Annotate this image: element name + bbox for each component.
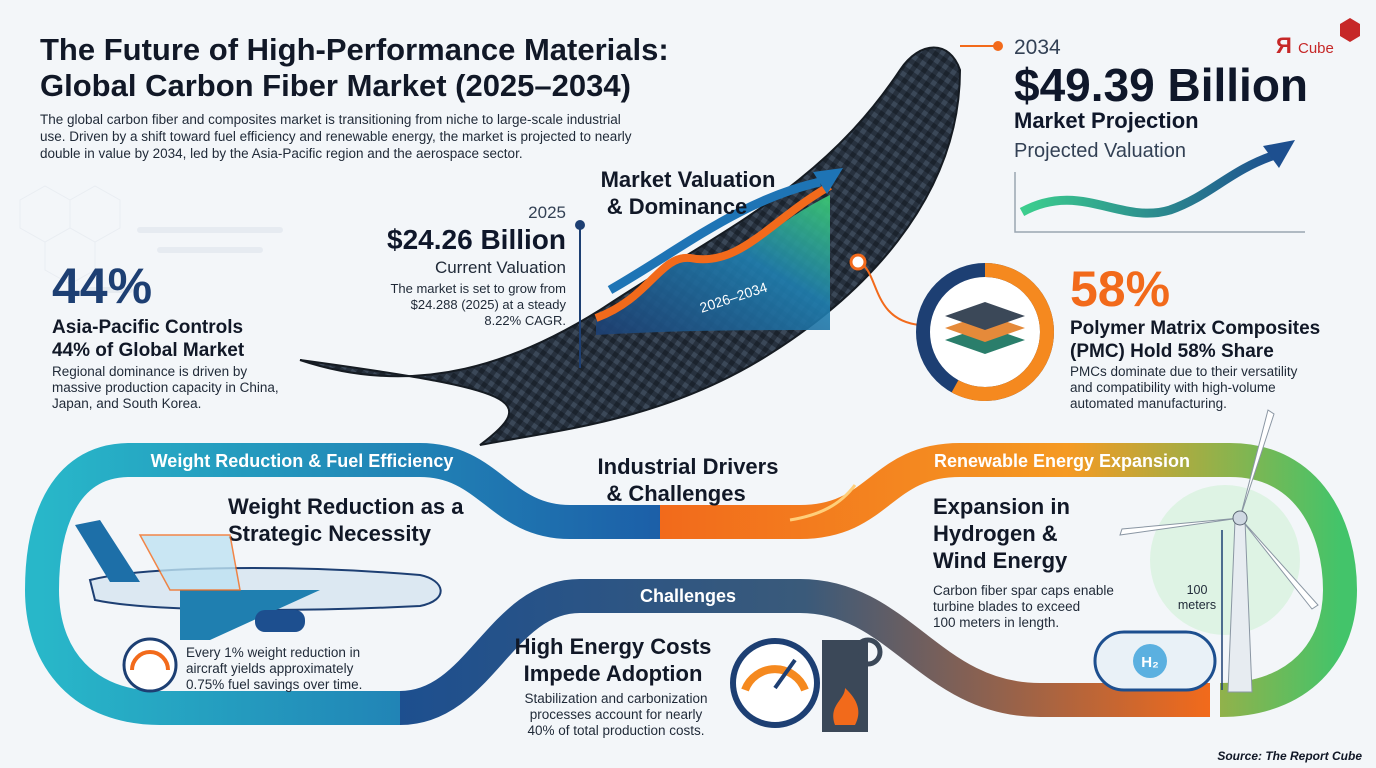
note: 8.22% CAGR. xyxy=(484,313,566,328)
mini-axis xyxy=(1014,172,1305,233)
growth-line xyxy=(594,182,832,322)
amount: $24.26 Billion xyxy=(387,224,566,255)
driver-text: 0.75% fuel savings over time. xyxy=(186,677,362,692)
band xyxy=(24,443,660,725)
driver-heading: Hydrogen & xyxy=(933,521,1058,546)
growth-arrow-head xyxy=(813,168,843,194)
band xyxy=(660,443,1358,717)
driver-text: 100 meters in length. xyxy=(933,615,1059,630)
stat: 44% xyxy=(52,258,152,314)
stat-heading: Polymer Matrix Composites xyxy=(1070,318,1320,339)
decoration xyxy=(1239,517,1319,610)
mini-trend-head xyxy=(1263,140,1295,168)
driver-heading: Weight Reduction as a xyxy=(228,494,464,519)
stat-heading: (PMC) Hold 58% Share xyxy=(1070,341,1274,362)
stat-text: PMCs dominate due to their versatility xyxy=(1070,364,1298,379)
section-heading: & Dominance xyxy=(607,194,748,219)
decoration xyxy=(87,227,283,293)
hydrogen-badge xyxy=(1133,644,1167,678)
band-label: Renewable Energy Expansion xyxy=(934,451,1190,471)
intro: use. Driven by a shift toward fuel effic… xyxy=(40,129,632,144)
driver-text: Every 1% weight reduction in xyxy=(186,645,360,660)
band xyxy=(398,579,1210,725)
driver-text: aircraft yields approximately xyxy=(186,661,354,676)
decoration xyxy=(180,590,320,640)
donut-share xyxy=(916,263,1054,401)
intro: The global carbon fiber and composites m… xyxy=(40,112,621,127)
band-arrow xyxy=(789,484,857,522)
driver-heading: Wind Energy xyxy=(933,548,1068,573)
decoration xyxy=(75,520,140,582)
growth-area xyxy=(596,195,830,335)
driver-text: Stabilization and carbonization xyxy=(524,691,707,706)
stat-text: massive production capacity in China, xyxy=(52,380,279,395)
connector-dot xyxy=(575,220,585,230)
source: Source: The Report Cube xyxy=(1217,749,1362,763)
title: Global Carbon Fiber Market (2025–2034) xyxy=(40,68,631,103)
amount-label: Current Valuation xyxy=(435,258,566,277)
stat: 58% xyxy=(1070,261,1170,317)
stat-text: Regional dominance is driven by xyxy=(52,364,247,379)
amount-label: Market Projection xyxy=(1014,108,1199,133)
stat-heading: Asia-Pacific Controls xyxy=(52,317,243,338)
driver-text: 40% of total production costs. xyxy=(527,723,704,738)
driver-heading: Strategic Necessity xyxy=(228,521,432,546)
composite-layers xyxy=(945,302,1025,354)
year: 2034 xyxy=(1014,36,1061,59)
driver-text: turbine blades to exceed xyxy=(933,599,1080,614)
stat-heading: 44% of Global Market xyxy=(52,340,245,361)
connector-dot xyxy=(993,41,1003,51)
decoration xyxy=(138,534,241,591)
wind-turbine xyxy=(1119,409,1319,693)
section-heading: Industrial Drivers xyxy=(598,454,779,479)
flame xyxy=(833,688,859,725)
note: $24.288 (2025) at a steady xyxy=(411,297,567,312)
driver-heading: Impede Adoption xyxy=(524,661,703,686)
decoration xyxy=(255,610,305,632)
driver-heading: Expansion in xyxy=(933,494,1070,519)
driver-heading: High Energy Costs xyxy=(515,634,712,659)
cost-gauge-arc xyxy=(741,665,809,692)
driver-text: Carbon fiber spar caps enable xyxy=(933,583,1114,598)
section-heading: Market Valuation xyxy=(601,167,776,192)
connector-dot xyxy=(849,253,867,271)
note: The market is set to grow from xyxy=(390,281,566,296)
blade-label: meters xyxy=(1178,598,1216,612)
title: The Future of High-Performance Materials… xyxy=(40,32,669,67)
stat-text: and compatibility with high-volume xyxy=(1070,380,1276,395)
decoration xyxy=(19,185,121,285)
tank-label: H₂ xyxy=(1141,654,1159,671)
section-heading: & Challenges xyxy=(606,481,745,506)
gauge-arc xyxy=(130,650,170,671)
band-label: Weight Reduction & Fuel Efficiency xyxy=(151,451,454,471)
amount-sublabel: Projected Valuation xyxy=(1014,140,1186,162)
decoration xyxy=(1239,409,1275,519)
intro: double in value by 2034, led by the Asia… xyxy=(40,146,523,161)
decoration xyxy=(1232,510,1248,526)
airplane xyxy=(75,520,442,640)
stat-text: Japan, and South Korea. xyxy=(52,396,201,411)
blade-label: 100 xyxy=(1187,583,1208,597)
decoration xyxy=(945,302,1025,330)
driver-text: processes account for nearly xyxy=(530,707,703,722)
band-label: Challenges xyxy=(640,586,736,606)
growth-arrow xyxy=(607,177,821,294)
gear xyxy=(853,637,883,667)
gauge-icon xyxy=(122,637,178,693)
logo-text: Cube xyxy=(1298,40,1334,57)
amount: $49.39 Billion xyxy=(1014,59,1308,111)
cost-gauge-needle xyxy=(773,658,797,690)
decoration xyxy=(1119,517,1241,536)
year: 2025 xyxy=(528,203,566,222)
mini-trend xyxy=(1019,150,1277,218)
background-pattern xyxy=(19,185,283,293)
connector xyxy=(857,261,921,326)
stat-text: automated manufacturing. xyxy=(1070,396,1227,411)
logo-cube xyxy=(1340,18,1360,42)
logo-mark: Я xyxy=(1276,33,1292,58)
